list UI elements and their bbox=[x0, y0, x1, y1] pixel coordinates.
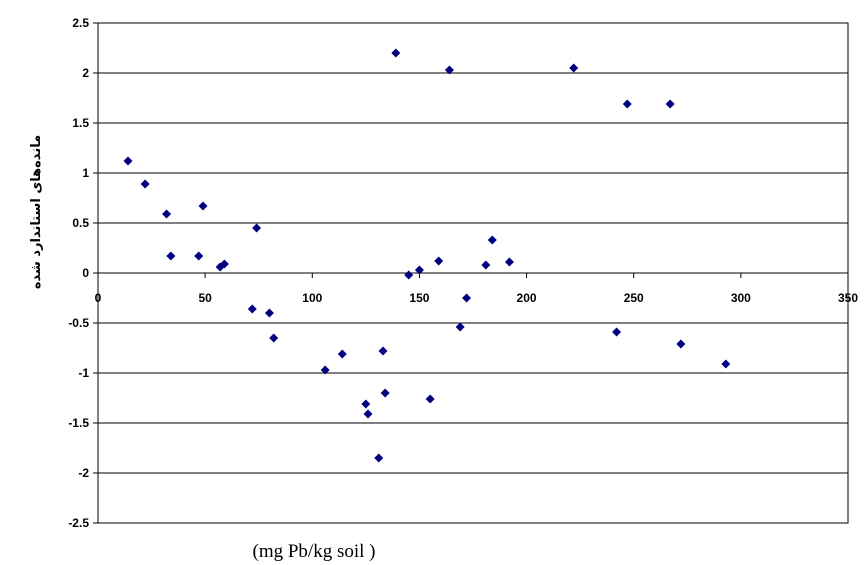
data-point bbox=[487, 235, 497, 245]
data-point bbox=[380, 388, 390, 398]
data-point bbox=[569, 63, 579, 73]
x-tick-label: 300 bbox=[731, 291, 751, 305]
y-tick-label: 2 bbox=[82, 66, 89, 80]
data-point bbox=[612, 327, 622, 337]
data-point bbox=[337, 349, 347, 359]
data-point bbox=[378, 346, 388, 356]
data-point bbox=[363, 409, 373, 419]
data-point bbox=[264, 308, 274, 318]
data-point bbox=[504, 257, 514, 267]
data-point bbox=[676, 339, 686, 349]
x-tick-label: 250 bbox=[624, 291, 644, 305]
y-tick-label: -1.5 bbox=[68, 416, 89, 430]
y-tick-label: 0.5 bbox=[72, 216, 89, 230]
data-point bbox=[194, 251, 204, 261]
data-point bbox=[269, 333, 279, 343]
data-point bbox=[361, 399, 371, 409]
data-point bbox=[123, 156, 133, 166]
y-tick-label: 2.5 bbox=[72, 16, 89, 30]
data-point bbox=[425, 394, 435, 404]
x-tick-labels: 0 50 100 150 200 250 300 350 bbox=[95, 291, 859, 305]
data-point bbox=[721, 359, 731, 369]
y-tick-labels: 2.5 2 1.5 1 0.5 0 -0.5 -1 -1.5 -2 -2.5 bbox=[68, 16, 89, 530]
data-point bbox=[320, 365, 330, 375]
y-tick-label: -0.5 bbox=[68, 316, 89, 330]
y-tick-label: -1 bbox=[78, 366, 89, 380]
data-points bbox=[123, 48, 731, 463]
y-tick-label: 0 bbox=[82, 266, 89, 280]
data-point bbox=[252, 223, 262, 233]
x-tick-label: 150 bbox=[409, 291, 429, 305]
x-tick-label: 200 bbox=[517, 291, 537, 305]
data-point bbox=[247, 304, 257, 314]
data-point bbox=[665, 99, 675, 109]
data-point bbox=[219, 259, 229, 269]
x-tick-label: 350 bbox=[838, 291, 858, 305]
data-point bbox=[391, 48, 401, 58]
data-point bbox=[162, 209, 172, 219]
x-tick-label: 100 bbox=[302, 291, 322, 305]
data-point bbox=[622, 99, 632, 109]
data-point bbox=[481, 260, 491, 270]
x-tick-label: 50 bbox=[198, 291, 212, 305]
x-axis-label: (mg Pb/kg soil ) bbox=[253, 541, 376, 562]
data-point bbox=[455, 322, 465, 332]
data-point bbox=[374, 453, 384, 463]
data-point bbox=[462, 293, 472, 303]
y-tick-label: 1 bbox=[82, 166, 89, 180]
y-tick-label: 1.5 bbox=[72, 116, 89, 130]
data-point bbox=[414, 265, 424, 275]
x-tick-label: 0 bbox=[95, 291, 102, 305]
data-point bbox=[140, 179, 150, 189]
data-point bbox=[166, 251, 176, 261]
y-tick-label: -2 bbox=[78, 466, 89, 480]
data-point bbox=[444, 65, 454, 75]
y-axis-label: ماندەهای استاندارد شده bbox=[29, 135, 44, 289]
y-tick-label: -2.5 bbox=[68, 516, 89, 530]
gridlines bbox=[93, 22, 849, 524]
data-point bbox=[198, 201, 208, 211]
data-point bbox=[404, 270, 414, 280]
data-point bbox=[434, 256, 444, 266]
